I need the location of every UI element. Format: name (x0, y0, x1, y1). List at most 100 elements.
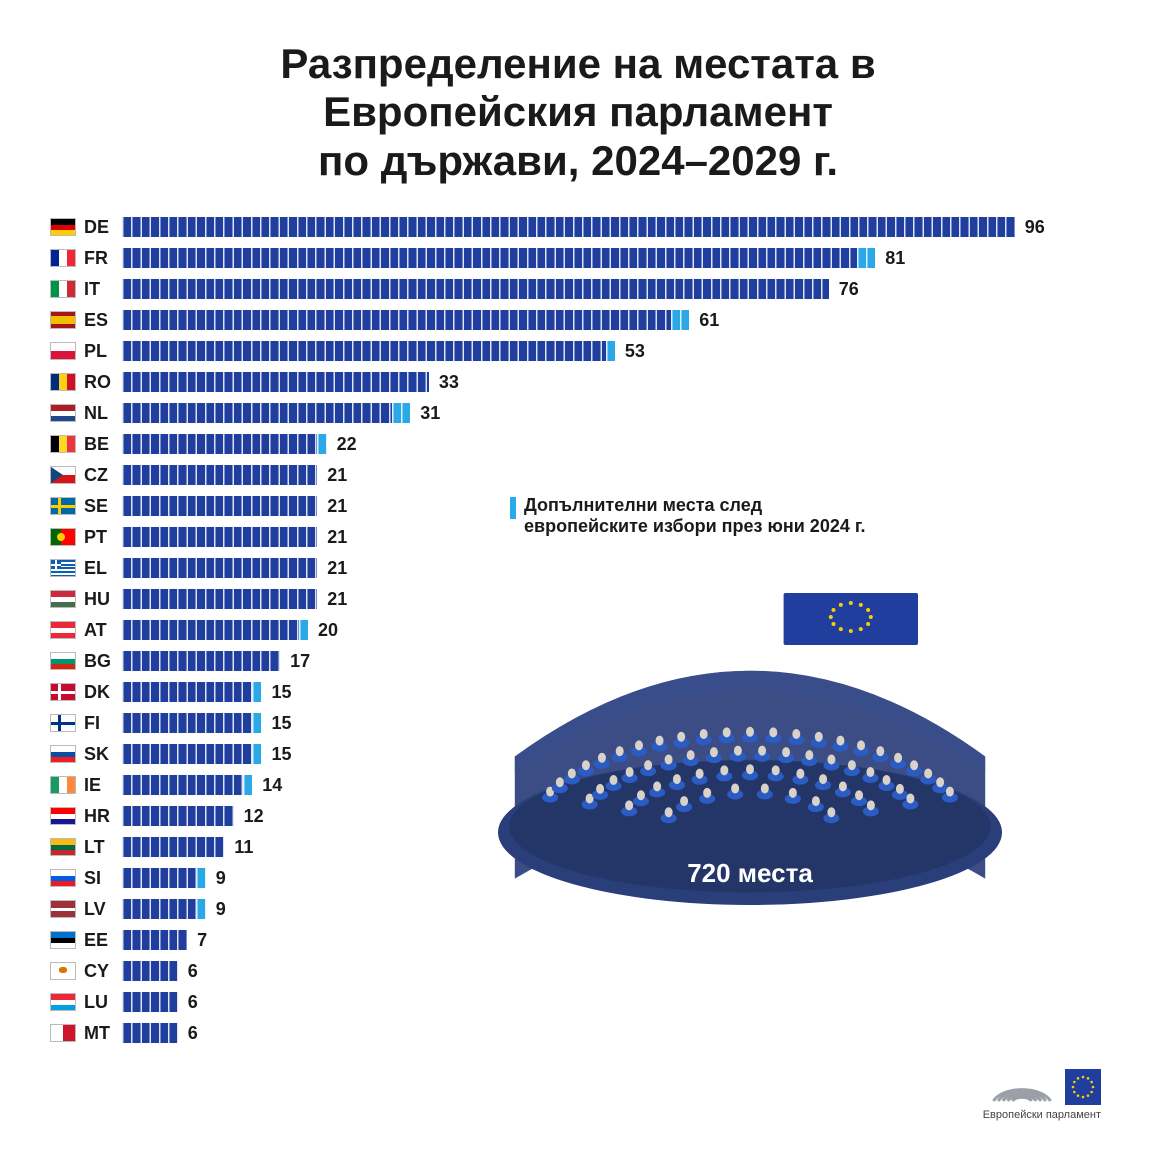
country-code: LU (84, 992, 122, 1013)
country-code: EL (84, 558, 122, 579)
hemicycle-svg: 720 места (470, 575, 1030, 905)
bar-segment-base (122, 713, 252, 733)
table-row: FR81 (50, 244, 1106, 273)
bar-segment-base (122, 465, 317, 485)
bar-segment-additional (606, 341, 615, 361)
bar (122, 279, 829, 299)
bar-value: 6 (188, 1023, 198, 1044)
bar-value: 21 (327, 496, 347, 517)
country-code: CZ (84, 465, 122, 486)
country-code: HR (84, 806, 122, 827)
bar-value: 15 (271, 713, 291, 734)
page-title: Разпределение на местата в Европейския п… (50, 40, 1106, 185)
bar-segment-base (122, 806, 234, 826)
bar (122, 496, 317, 516)
bar-value: 15 (271, 744, 291, 765)
bar (122, 403, 410, 423)
bar-segment-base (122, 372, 429, 392)
bar-segment-base (122, 899, 196, 919)
flag-icon (50, 342, 76, 360)
bar-value: 15 (271, 682, 291, 703)
country-code: BG (84, 651, 122, 672)
flag-icon (50, 652, 76, 670)
country-code: LT (84, 837, 122, 858)
bar-segment-base (122, 775, 243, 795)
table-row: IT76 (50, 275, 1106, 304)
table-row: RO33 (50, 368, 1106, 397)
bar-segment-base (122, 682, 252, 702)
bar-segment-additional (252, 682, 261, 702)
country-code: HU (84, 589, 122, 610)
bar-segment-base (122, 217, 1015, 237)
flag-icon (50, 435, 76, 453)
flag-icon (50, 590, 76, 608)
flag-icon (50, 621, 76, 639)
flag-icon (50, 1024, 76, 1042)
flag-icon (50, 528, 76, 546)
bar (122, 930, 187, 950)
bar (122, 775, 252, 795)
flag-icon (50, 900, 76, 918)
bar-value: 11 (234, 837, 253, 858)
bar (122, 465, 317, 485)
bar-segment-base (122, 248, 857, 268)
flag-icon (50, 497, 76, 515)
bar-segment-base (122, 744, 252, 764)
bar-segment-base (122, 589, 317, 609)
country-code: IE (84, 775, 122, 796)
bar-value: 61 (699, 310, 719, 331)
flag-icon (50, 466, 76, 484)
bar-segment-additional (196, 899, 205, 919)
country-code: IT (84, 279, 122, 300)
bar-value: 17 (290, 651, 310, 672)
flag-icon (50, 838, 76, 856)
eu-flag-icon (1065, 1069, 1101, 1105)
bar-value: 21 (327, 527, 347, 548)
country-code: EE (84, 930, 122, 951)
bar-segment-base (122, 992, 178, 1012)
hemicycle-illustration: 720 места (470, 575, 1030, 905)
bar-segment-base (122, 961, 178, 981)
country-code: AT (84, 620, 122, 641)
country-code: CY (84, 961, 122, 982)
flag-icon (50, 776, 76, 794)
bar-value: 9 (216, 868, 226, 889)
bar-value: 7 (197, 930, 207, 951)
table-row: BE22 (50, 430, 1106, 459)
flag-icon (50, 280, 76, 298)
country-code: FI (84, 713, 122, 734)
country-code: DE (84, 217, 122, 238)
country-code: PT (84, 527, 122, 548)
table-row: CY6 (50, 957, 1106, 986)
bar-segment-base (122, 1023, 178, 1043)
bar-segment-base (122, 868, 196, 888)
bar-value: 21 (327, 558, 347, 579)
bar-value: 20 (318, 620, 338, 641)
flag-icon (50, 218, 76, 236)
bar (122, 217, 1015, 237)
bar (122, 744, 261, 764)
flag-icon (50, 869, 76, 887)
bar-segment-base (122, 558, 317, 578)
legend-line: Допълнителни места след (524, 495, 866, 516)
bar-segment-base (122, 496, 317, 516)
bar-segment-additional (196, 868, 205, 888)
country-code: BE (84, 434, 122, 455)
bar (122, 248, 875, 268)
bar (122, 806, 234, 826)
bar (122, 1023, 178, 1043)
bar (122, 372, 429, 392)
bar-value: 81 (885, 248, 905, 269)
bar (122, 713, 261, 733)
flag-icon (50, 311, 76, 329)
title-line: Разпределение на местата в (280, 40, 875, 87)
flag-icon (50, 931, 76, 949)
bar (122, 961, 178, 981)
country-code: ES (84, 310, 122, 331)
table-row: ES 61 (50, 306, 1106, 335)
bar-segment-base (122, 403, 392, 423)
country-code: SK (84, 744, 122, 765)
bar-value: 33 (439, 372, 459, 393)
svg-text:720 места: 720 места (687, 858, 813, 888)
bar (122, 341, 615, 361)
